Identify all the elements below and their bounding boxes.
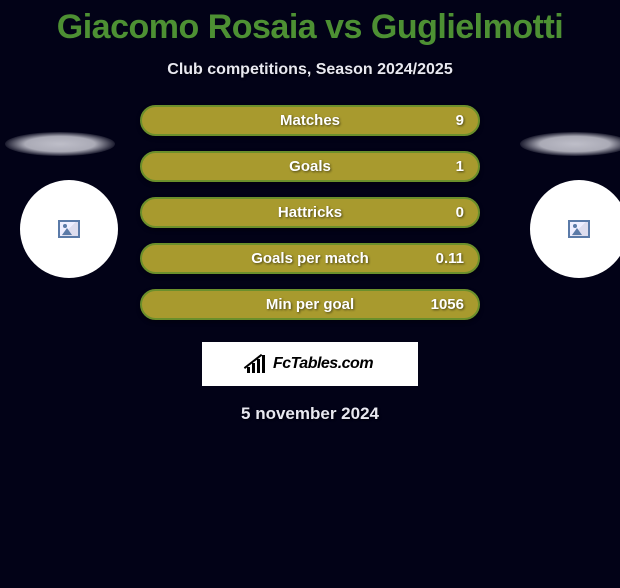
stat-label: Goals [289, 158, 331, 175]
stat-bar-goals: Goals 1 [140, 151, 480, 182]
date-text: 5 november 2024 [0, 404, 620, 424]
stat-value: 1056 [431, 296, 464, 313]
stat-bar-matches: Matches 9 [140, 105, 480, 136]
player-avatar-left [20, 180, 118, 278]
stat-bar-hattricks: Hattricks 0 [140, 197, 480, 228]
stat-label: Goals per match [251, 250, 369, 267]
stat-label: Matches [280, 112, 340, 129]
avatar-shadow-right [520, 132, 620, 156]
chart-icon [247, 355, 269, 373]
stat-label: Min per goal [266, 296, 354, 313]
avatar-shadow-left [5, 132, 115, 156]
stat-bar-min-per-goal: Min per goal 1056 [140, 289, 480, 320]
stat-label: Hattricks [278, 204, 342, 221]
stat-value: 1 [456, 158, 464, 175]
stat-bars: Matches 9 Goals 1 Hattricks 0 Goals per … [140, 105, 480, 320]
image-placeholder-icon [568, 220, 590, 238]
brand-box[interactable]: FcTables.com [202, 342, 418, 386]
brand-text: FcTables.com [273, 355, 373, 373]
subtitle: Club competitions, Season 2024/2025 [0, 61, 620, 79]
image-placeholder-icon [58, 220, 80, 238]
stat-value: 9 [456, 112, 464, 129]
stat-bar-goals-per-match: Goals per match 0.11 [140, 243, 480, 274]
player-avatar-right [530, 180, 620, 278]
page-title: Giacomo Rosaia vs Guglielmotti [0, 8, 620, 47]
stat-value: 0.11 [436, 250, 464, 267]
stat-value: 0 [456, 204, 464, 221]
